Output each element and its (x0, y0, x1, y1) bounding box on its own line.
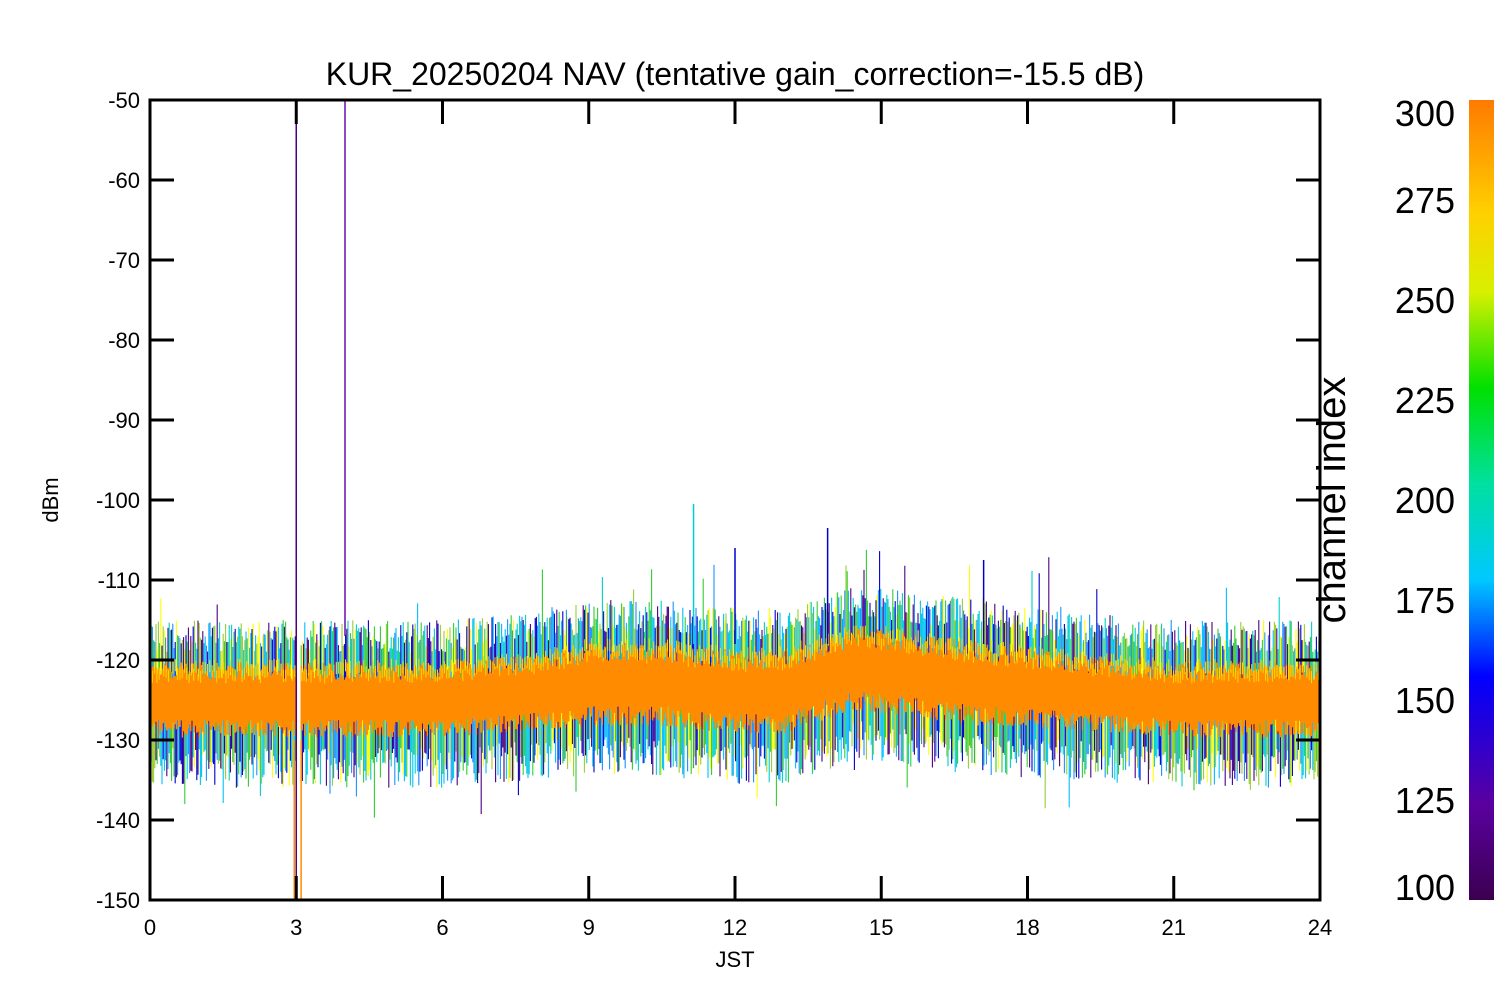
x-tick-label: 21 (1162, 915, 1186, 940)
y-tick-label: -50 (108, 88, 140, 113)
colorbar (1469, 100, 1494, 900)
colorbar-tick-label: 300 (1395, 93, 1455, 134)
y-tick-label: -90 (108, 408, 140, 433)
plot-data-layer (150, 100, 1320, 900)
colorbar-tick-label: 200 (1395, 480, 1455, 521)
x-tick-label: 9 (583, 915, 595, 940)
x-tick-label: 12 (723, 915, 747, 940)
colorbar-tick-label: 225 (1395, 380, 1455, 421)
y-axis-label: dBm (38, 477, 63, 522)
x-tick-label: 24 (1308, 915, 1332, 940)
plot-frame (148, 98, 1322, 902)
colorbar-tick-label: 100 (1395, 867, 1455, 908)
colorbar-tick-label: 125 (1395, 780, 1455, 821)
colorbar-tick-label: 150 (1395, 680, 1455, 721)
y-tick-label: -70 (108, 248, 140, 273)
colorbar-label: channel index (1310, 377, 1354, 624)
y-tick-label: -130 (96, 728, 140, 753)
x-tick-label: 0 (144, 915, 156, 940)
colorbar-tick-label: 250 (1395, 280, 1455, 321)
y-tick-label: -120 (96, 648, 140, 673)
x-tick-label: 6 (436, 915, 448, 940)
x-tick-label: 15 (869, 915, 893, 940)
y-tick-label: -60 (108, 168, 140, 193)
y-tick-label: -140 (96, 808, 140, 833)
y-tick-label: -80 (108, 328, 140, 353)
y-tick-label: -100 (96, 488, 140, 513)
y-tick-label: -150 (96, 888, 140, 913)
colorbar-tick-label: 275 (1395, 180, 1455, 221)
x-tick-label: 3 (290, 915, 302, 940)
x-axis-label: JST (715, 947, 754, 972)
y-tick-label: -110 (98, 568, 140, 593)
series-band-highlight (150, 625, 1319, 684)
colorbar-tick-label: 175 (1395, 580, 1455, 621)
x-tick-label: 18 (1015, 915, 1039, 940)
x-axis-ticks: 0 3 6 9 12 15 18 21 24 (144, 100, 1332, 940)
series-band-core (150, 628, 1320, 738)
chart-title: KUR_20250204 NAV (tentative gain_correct… (326, 56, 1145, 92)
y-axis-ticks: -50 -60 -70 -80 -90 -100 -110 -120 -130 -140 -150 (96, 88, 1320, 913)
colorbar-ticks: 300 275 250 225 200 175 150 125 100 (1395, 93, 1455, 908)
